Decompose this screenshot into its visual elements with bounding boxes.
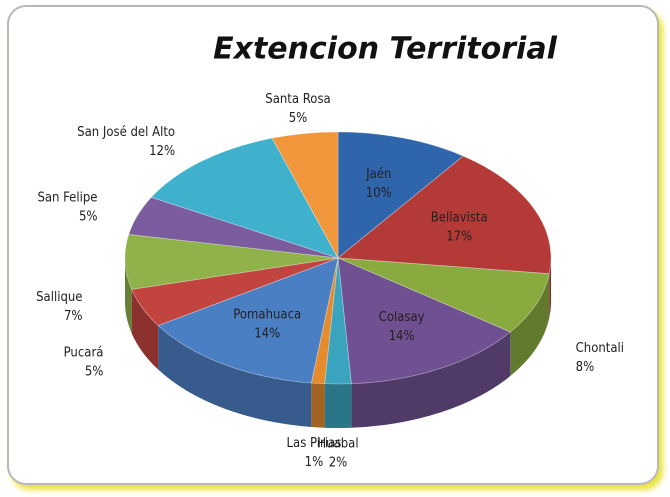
slice [124,233,339,290]
slice-label: Bellavista [431,210,488,225]
slice-label: San Felipe [37,190,97,205]
sides [125,258,551,428]
slice-value-label: 5% [79,209,98,224]
slice [337,257,550,333]
slice-label: Huabal [317,437,358,452]
slice-side [324,383,352,428]
slice-label: Pucará [64,346,104,361]
slice-label: Colasay [379,310,425,325]
slice-value-label: 5% [289,111,308,126]
slice-value-label: 2% [329,456,348,471]
slice [337,131,464,259]
slice-value-label: 12% [149,144,175,159]
slice-side [510,273,550,377]
slice-side [125,258,132,334]
slice-label: Las Pirias [287,436,342,451]
slice-label: Pomahuaca [233,307,301,322]
slice-side [549,258,551,318]
slice-value-label: 7% [64,309,83,324]
slice [150,137,339,259]
labels: Jaén 10% Bellavista 17% Chontali 8% Colasay 14%… [36,92,624,471]
slice-value-label: 17% [446,229,472,244]
slice-label: Sallique [36,290,82,305]
slice-value-label: 1% [305,455,324,470]
slice-side [311,383,325,428]
slice-value-label: 5% [85,365,104,380]
slice-side [158,325,312,428]
slice [131,257,339,326]
slice [128,196,339,259]
slice [337,257,512,385]
tops [124,131,552,385]
slice-value-label: 14% [389,329,415,344]
slice [324,257,352,385]
slice-label: Jaén [365,167,391,182]
slice-label: San José del Alto [77,125,175,140]
slice [157,257,339,384]
slice-label: Santa Rosa [265,92,330,107]
slice-label: Chontali [576,341,624,356]
slice-value-label: 10% [366,186,392,201]
slice [310,257,339,385]
slice [336,155,552,275]
slice-side [351,332,511,428]
slice-value-label: 14% [254,326,280,341]
slice-side [131,289,159,370]
chart-title: Extencion Territorial [213,32,557,67]
slice-value-label: 8% [576,360,595,375]
slice [271,131,339,259]
